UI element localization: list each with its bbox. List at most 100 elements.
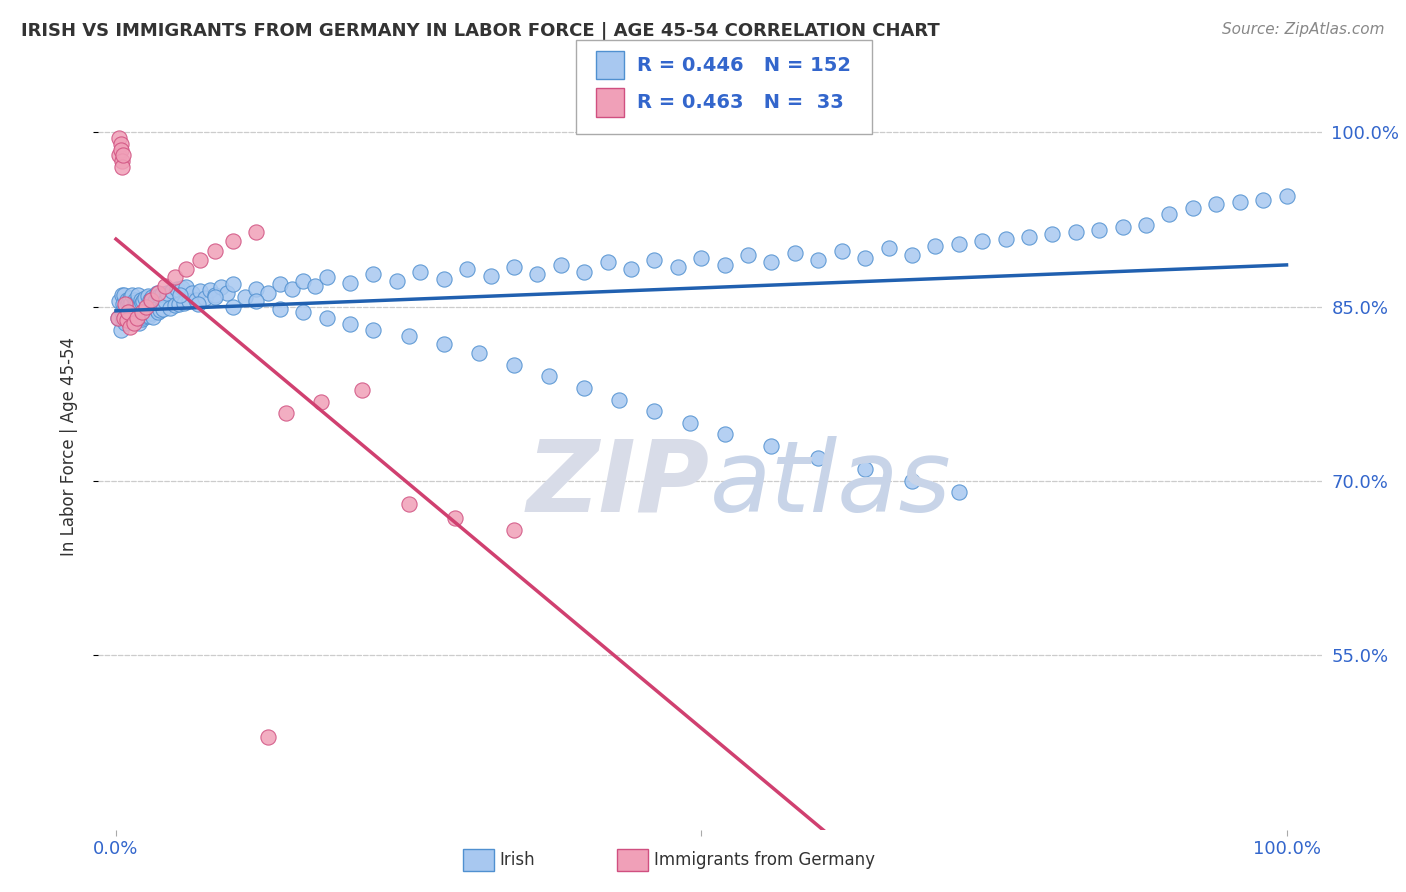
Point bbox=[538, 369, 561, 384]
Point bbox=[117, 305, 139, 319]
Point bbox=[596, 255, 619, 269]
Point bbox=[643, 404, 665, 418]
Point bbox=[304, 278, 326, 293]
Point bbox=[174, 262, 197, 277]
Point bbox=[111, 297, 134, 311]
Point bbox=[678, 416, 700, 430]
Point bbox=[177, 293, 200, 308]
Point bbox=[690, 251, 713, 265]
Point bbox=[139, 293, 162, 307]
Point bbox=[114, 300, 136, 314]
Point bbox=[783, 246, 806, 260]
Point bbox=[994, 232, 1017, 246]
Point bbox=[125, 311, 148, 326]
Point bbox=[339, 317, 361, 331]
Point bbox=[131, 305, 153, 319]
Point bbox=[204, 244, 226, 258]
Point bbox=[853, 462, 876, 476]
Point bbox=[269, 277, 291, 292]
Point bbox=[1088, 223, 1111, 237]
Point bbox=[444, 511, 467, 525]
Point bbox=[1251, 193, 1274, 207]
Point bbox=[643, 253, 665, 268]
Point bbox=[107, 311, 129, 326]
Point bbox=[166, 282, 188, 296]
Text: R = 0.446   N = 152: R = 0.446 N = 152 bbox=[637, 55, 851, 75]
Point bbox=[131, 296, 153, 310]
Point bbox=[118, 308, 141, 322]
Point bbox=[398, 497, 420, 511]
Point bbox=[737, 248, 759, 262]
Point bbox=[1159, 206, 1181, 220]
Point bbox=[131, 312, 153, 326]
Point bbox=[204, 288, 226, 302]
Point bbox=[132, 293, 155, 308]
Point bbox=[1181, 201, 1204, 215]
Point bbox=[607, 392, 630, 407]
Point bbox=[110, 143, 132, 157]
Point bbox=[170, 281, 193, 295]
Point bbox=[1111, 220, 1133, 235]
Point bbox=[146, 285, 169, 300]
Point bbox=[110, 323, 132, 337]
Point bbox=[877, 241, 900, 255]
Point bbox=[363, 323, 385, 337]
Point bbox=[456, 262, 478, 277]
Text: Immigrants from Germany: Immigrants from Germany bbox=[654, 851, 875, 869]
Point bbox=[135, 300, 157, 314]
Point bbox=[188, 285, 211, 299]
Point bbox=[222, 235, 245, 249]
Point bbox=[315, 311, 337, 326]
Point bbox=[136, 289, 159, 303]
Point bbox=[138, 309, 160, 323]
Point bbox=[339, 277, 361, 291]
Point bbox=[163, 298, 186, 312]
Point bbox=[114, 297, 136, 311]
Point bbox=[108, 131, 131, 145]
Point bbox=[292, 305, 315, 319]
Point bbox=[125, 294, 148, 309]
Point bbox=[831, 244, 853, 258]
Point bbox=[111, 288, 134, 302]
Point bbox=[115, 313, 138, 327]
Point bbox=[108, 293, 131, 308]
Point bbox=[111, 154, 134, 169]
Point bbox=[112, 305, 135, 319]
Point bbox=[139, 306, 162, 320]
Point bbox=[924, 239, 946, 253]
Point bbox=[948, 236, 970, 251]
Point bbox=[121, 288, 143, 302]
Point bbox=[148, 289, 170, 303]
Point bbox=[111, 160, 134, 174]
Point bbox=[503, 358, 526, 372]
Point bbox=[901, 474, 924, 488]
Point bbox=[128, 300, 150, 314]
Text: Irish: Irish bbox=[499, 851, 534, 869]
Point bbox=[150, 286, 173, 301]
Point bbox=[503, 523, 526, 537]
Point bbox=[274, 407, 297, 421]
Point bbox=[972, 235, 994, 249]
Point bbox=[574, 381, 596, 395]
Point bbox=[124, 293, 146, 307]
Point bbox=[174, 279, 197, 293]
Point bbox=[114, 316, 136, 330]
Point bbox=[127, 305, 149, 319]
Point bbox=[153, 293, 176, 308]
Point bbox=[204, 290, 226, 304]
Point bbox=[112, 288, 135, 302]
Point bbox=[503, 260, 526, 274]
Point bbox=[269, 301, 291, 316]
Point bbox=[129, 293, 152, 307]
Point bbox=[153, 278, 176, 293]
Point bbox=[152, 301, 174, 316]
Point bbox=[807, 450, 830, 465]
Point bbox=[146, 305, 169, 319]
Point bbox=[184, 293, 207, 307]
Point bbox=[292, 274, 315, 288]
Point bbox=[1018, 229, 1040, 244]
Point bbox=[122, 316, 145, 330]
Point bbox=[173, 296, 195, 310]
Point bbox=[107, 311, 129, 326]
Point bbox=[188, 253, 211, 268]
